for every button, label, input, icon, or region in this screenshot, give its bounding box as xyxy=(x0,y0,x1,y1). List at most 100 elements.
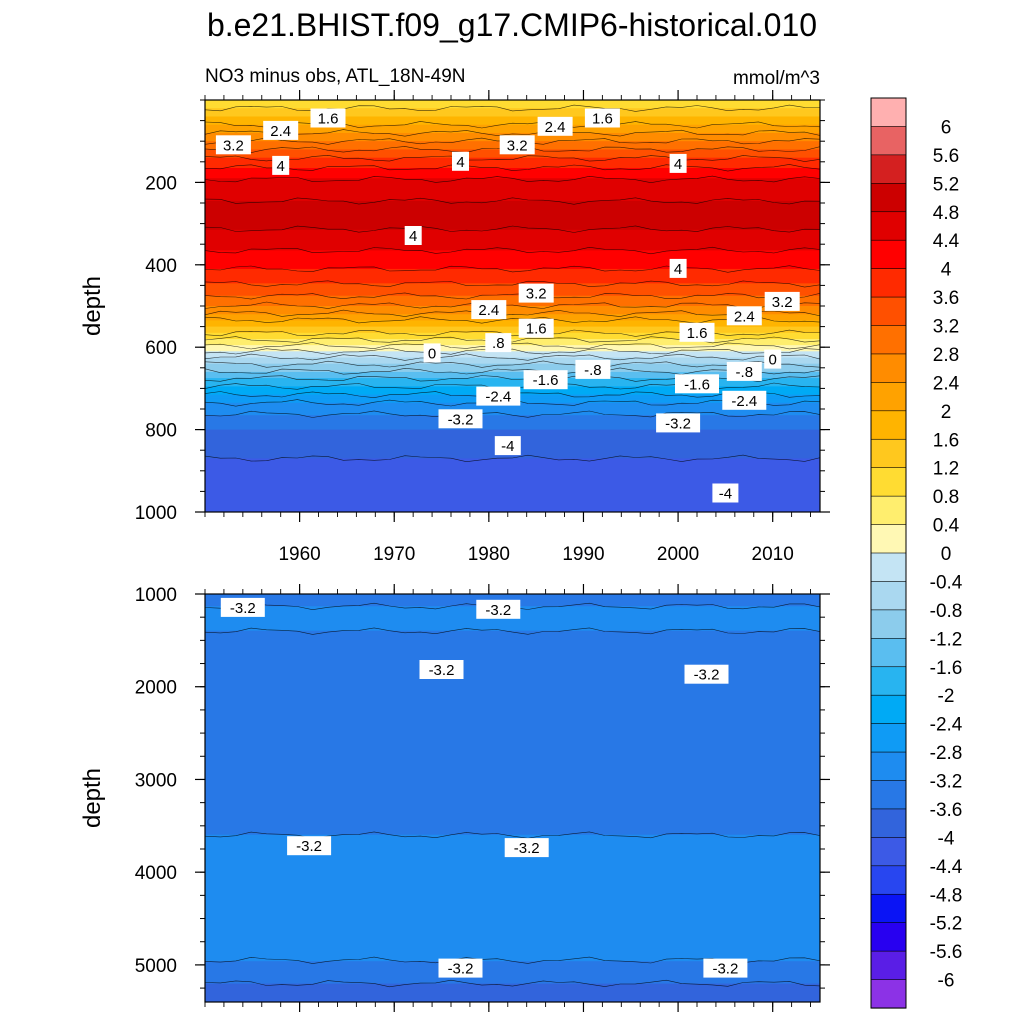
lower-contour-label: -3.2 xyxy=(694,667,720,684)
upper-contour-label: -3.2 xyxy=(448,411,474,428)
upper-fill-band xyxy=(205,361,820,365)
lower-fill-band xyxy=(205,689,820,693)
upper-contour-label-box xyxy=(726,306,762,326)
colorbar-swatch xyxy=(870,97,907,128)
lower-fill-band xyxy=(205,932,820,936)
lower-fill-band xyxy=(205,812,820,815)
lower-fill-band xyxy=(205,793,820,797)
upper-contour-label: -2.4 xyxy=(731,393,757,410)
upper-fill-band xyxy=(205,382,820,385)
colorbar-label: -1.2 xyxy=(930,629,963,650)
colorbar-label: 1.6 xyxy=(933,430,959,451)
upper-contour-line xyxy=(205,246,820,255)
lower-fill-band xyxy=(205,683,820,687)
upper-fill-band xyxy=(205,349,820,352)
upper-contour-label: 4 xyxy=(456,154,464,171)
lower-fill-band xyxy=(205,763,820,766)
upper-fill-band xyxy=(205,371,820,375)
upper-subtitle: NO3 minus obs, ATL_18N-49N xyxy=(205,66,466,87)
upper-y-tick-label: 800 xyxy=(145,421,177,442)
lower-fill-band xyxy=(205,965,820,968)
upper-contour-label-box xyxy=(584,108,620,128)
colorbar-label: -3.2 xyxy=(930,772,963,793)
lower-fill-band xyxy=(205,957,820,960)
upper-contour-label-box xyxy=(537,116,573,136)
colorbar-swatch xyxy=(870,126,907,156)
lower-contour-label: -3.2 xyxy=(712,961,738,978)
upper-contour-line xyxy=(205,265,820,273)
lower-fill-band xyxy=(205,716,820,720)
lower-contour-fill xyxy=(205,594,820,1002)
upper-fill-band xyxy=(205,196,820,200)
upper-contour-label: .8 xyxy=(492,335,505,352)
upper-fill-band xyxy=(205,308,820,311)
upper-fill-band xyxy=(205,225,820,229)
lower-fill-band xyxy=(205,920,820,924)
lower-fill-band xyxy=(205,904,820,907)
upper-contour-line xyxy=(205,367,820,375)
lower-fill-band xyxy=(205,983,820,987)
lower-fill-band xyxy=(205,700,820,703)
lower-fill-band xyxy=(205,871,820,875)
colorbar-label: -5.2 xyxy=(930,914,963,935)
upper-contour-label-box xyxy=(310,108,346,128)
upper-fill-band xyxy=(205,328,820,332)
upper-fill-band xyxy=(205,429,820,433)
upper-fill-band xyxy=(205,324,820,328)
lower-fill-band xyxy=(205,777,820,781)
upper-contour-label: 3.2 xyxy=(772,294,793,311)
upper-fill-band xyxy=(205,306,820,309)
colorbar-swatch xyxy=(870,780,907,810)
upper-fill-band xyxy=(205,423,820,427)
upper-contour-line xyxy=(205,175,820,184)
colorbar-label: 2.4 xyxy=(933,373,960,394)
upper-contour-line xyxy=(205,280,820,288)
lower-fill-band xyxy=(205,706,820,709)
colorbar-label: 4 xyxy=(941,260,952,281)
upper-fill-band xyxy=(205,217,820,221)
upper-fill-band xyxy=(205,102,820,105)
lower-fill-band xyxy=(205,810,820,813)
upper-fill-band xyxy=(205,476,820,480)
upper-contour-lines xyxy=(205,104,820,463)
colorbar-label: -0.8 xyxy=(930,601,963,622)
upper-contour-label: 0 xyxy=(428,345,436,362)
lower-fill-band xyxy=(205,857,820,860)
lower-contour-label: -3.2 xyxy=(485,602,511,619)
upper-fill-band xyxy=(205,184,820,188)
upper-fill-band xyxy=(205,198,820,202)
upper-fill-band xyxy=(205,270,820,274)
lower-contour-label-box xyxy=(684,664,729,684)
upper-fill-band xyxy=(205,203,820,206)
upper-fill-band xyxy=(205,233,820,237)
upper-fill-band xyxy=(205,258,820,262)
lower-fill-band xyxy=(205,761,820,764)
lower-fill-band xyxy=(205,677,820,681)
upper-y-tick-label: 200 xyxy=(145,173,177,194)
upper-fill-band xyxy=(205,347,820,350)
upper-contour-label-box xyxy=(438,409,483,429)
upper-contour-label: 1.6 xyxy=(687,325,708,342)
upper-fill-band xyxy=(205,186,820,190)
upper-fill-band xyxy=(205,285,820,289)
lower-fill-band xyxy=(205,691,820,695)
colorbar-label: 2 xyxy=(941,402,952,423)
upper-fill-band xyxy=(205,172,820,175)
lower-fill-band xyxy=(205,663,820,666)
lower-fill-band xyxy=(205,979,820,983)
colorbar-label: 5.6 xyxy=(933,146,959,167)
upper-fill-band xyxy=(205,501,820,505)
lower-fill-band xyxy=(205,953,820,956)
upper-fill-band xyxy=(205,507,820,511)
lower-fill-band xyxy=(205,757,820,760)
lower-fill-band xyxy=(205,993,820,997)
upper-contour-label: 2.4 xyxy=(270,123,291,140)
lower-fill-band xyxy=(205,781,820,785)
upper-contour-label-box xyxy=(499,135,535,155)
colorbar-label: 5.2 xyxy=(933,174,959,195)
upper-fill-band xyxy=(205,427,820,431)
upper-fill-band xyxy=(205,413,820,416)
upper-fill-band xyxy=(205,301,820,305)
lower-fill-band xyxy=(205,908,820,911)
